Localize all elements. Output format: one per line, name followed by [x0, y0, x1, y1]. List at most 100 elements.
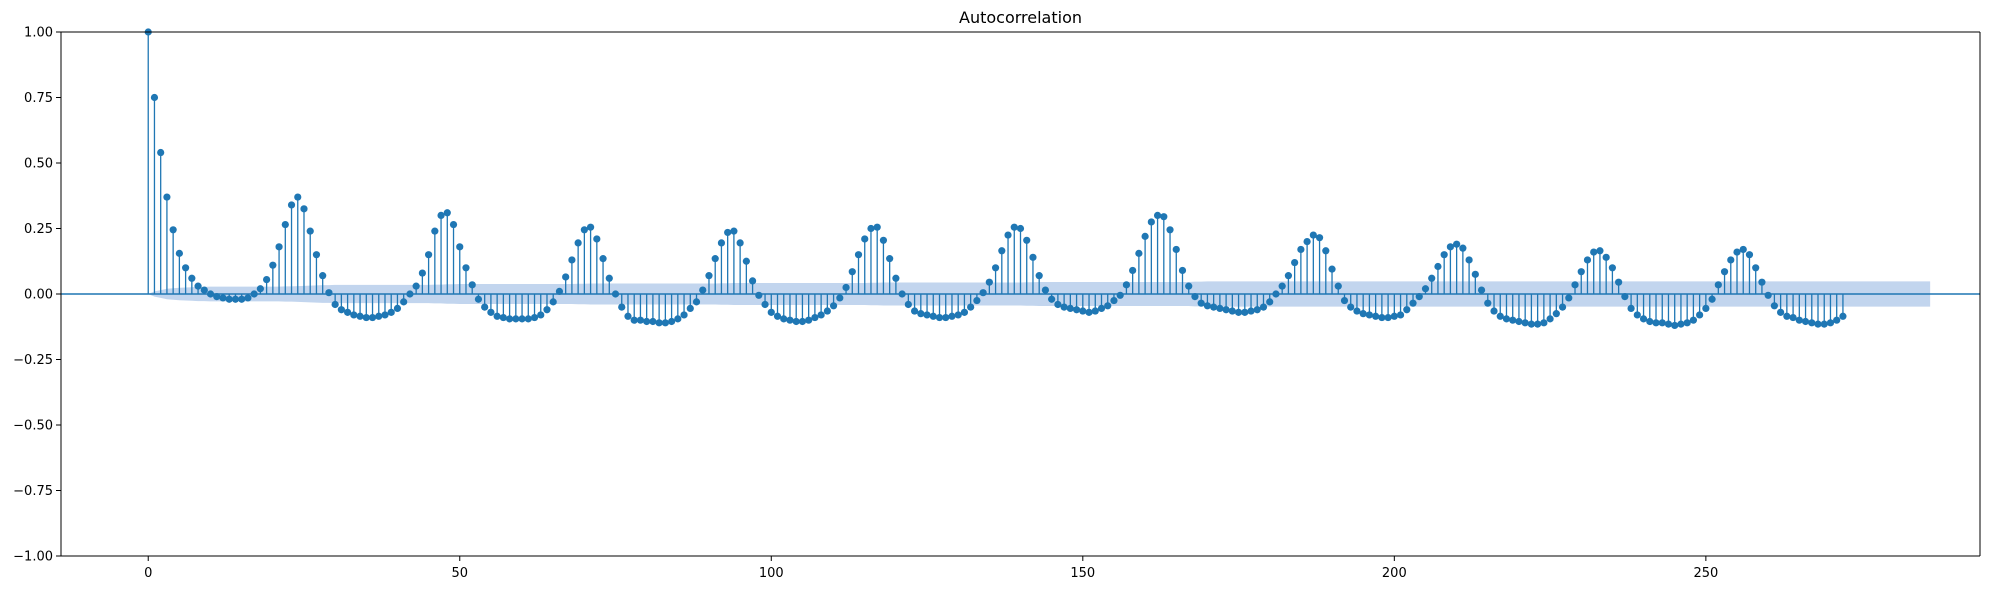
stem-marker [1234, 308, 1243, 316]
stem-marker [543, 306, 551, 314]
stem-marker [287, 201, 296, 209]
stem-marker [1066, 304, 1074, 313]
stem-marker [1565, 294, 1573, 302]
stem-marker [1035, 272, 1043, 280]
stem-marker [1010, 223, 1018, 231]
stem-marker [562, 273, 570, 281]
stem-marker [1259, 303, 1268, 311]
stem-marker [1172, 245, 1180, 254]
stem-marker [250, 290, 258, 298]
stem-marker [182, 264, 190, 272]
stem-marker [1440, 251, 1448, 259]
stem-marker [1029, 253, 1037, 261]
stem-marker [879, 236, 888, 244]
stem-marker [175, 249, 183, 257]
stem-marker [555, 287, 564, 295]
stem-marker [861, 235, 869, 243]
stem-marker [344, 308, 352, 316]
y-tick-label: −0.75 [13, 484, 53, 499]
stem-marker [1577, 268, 1585, 276]
stem-marker [910, 307, 919, 315]
stem-marker [1428, 274, 1436, 282]
stem-marker [767, 308, 775, 316]
stem-marker [886, 255, 894, 263]
stem-marker [1808, 319, 1816, 327]
stem-marker [1060, 303, 1068, 311]
x-axis-ticks: 0 50 100 150 200 250 [144, 556, 1718, 581]
stem-marker [1396, 311, 1405, 319]
stem-marker [530, 313, 539, 322]
stem-marker [499, 313, 507, 322]
stem-marker [169, 226, 177, 234]
stem-marker [431, 227, 439, 235]
stem-marker [991, 264, 1000, 272]
stem-marker [1023, 236, 1031, 244]
stem-marker [1378, 313, 1386, 322]
stem-marker [1714, 281, 1722, 289]
stem-marker [605, 274, 613, 282]
stem-marker [1372, 312, 1380, 320]
stem-marker [580, 226, 588, 234]
stem-marker [375, 312, 383, 320]
stem-marker [1558, 303, 1567, 311]
stem-marker [319, 272, 327, 280]
stem-marker [1041, 286, 1050, 294]
stem-marker [1677, 320, 1685, 328]
stem-marker [1110, 296, 1118, 305]
stem-marker [443, 209, 451, 217]
stem-marker [1770, 302, 1778, 310]
stem-marker [1415, 293, 1423, 301]
stem-marker [692, 298, 701, 306]
stem-marker [150, 93, 159, 102]
stem-marker [568, 256, 576, 264]
stem-marker [425, 251, 433, 259]
stem-marker [973, 296, 981, 305]
stem-marker [206, 290, 215, 298]
stem-marker [200, 286, 208, 294]
stem-marker [1253, 306, 1261, 314]
stem-marker [1334, 282, 1342, 290]
stem-marker [1353, 307, 1361, 315]
stem-marker [1141, 232, 1149, 240]
stem-marker [263, 275, 271, 284]
stem-marker [661, 319, 669, 327]
stem-marker [157, 148, 165, 157]
stem-marker [487, 308, 495, 316]
stem-marker [462, 264, 470, 272]
stem-marker [1409, 299, 1417, 307]
stem-marker [337, 306, 345, 314]
stem-marker [1720, 268, 1729, 276]
stem-marker [1733, 248, 1741, 256]
stem-marker [805, 316, 813, 324]
stem-marker [786, 316, 794, 324]
stem-marker [1745, 251, 1754, 259]
stem-marker [1502, 315, 1511, 323]
stem-marker [1465, 256, 1473, 264]
y-axis-ticks: 1.00 0.75 0.50 0.25 0.00 −0.25 −0.50 −0.75 −1.00 [13, 26, 61, 565]
stem-marker [1222, 306, 1230, 314]
stem-marker [456, 243, 464, 251]
stem-marker [356, 312, 364, 320]
stem-marker [1496, 312, 1504, 320]
stem-marker [1471, 270, 1479, 278]
stem-marker [960, 308, 969, 316]
y-tick-label: −0.25 [13, 353, 53, 368]
stem-marker [1540, 319, 1548, 327]
stem-marker [1116, 291, 1124, 299]
stem-marker [836, 294, 844, 302]
stem-marker [674, 315, 682, 323]
stem-marker [1191, 293, 1199, 301]
stem-marker [1291, 258, 1299, 267]
stem-marker [1079, 307, 1087, 315]
stem-marker [1621, 293, 1629, 301]
stem-marker [362, 313, 370, 322]
stem-marker [655, 319, 663, 327]
stem-marker [1814, 320, 1822, 328]
stem-marker [1284, 272, 1293, 280]
stem-marker [761, 300, 769, 309]
stem-marker [1509, 316, 1517, 324]
stem-marker [1210, 303, 1218, 311]
stem-marker [275, 243, 283, 251]
stem-marker [1185, 282, 1193, 290]
